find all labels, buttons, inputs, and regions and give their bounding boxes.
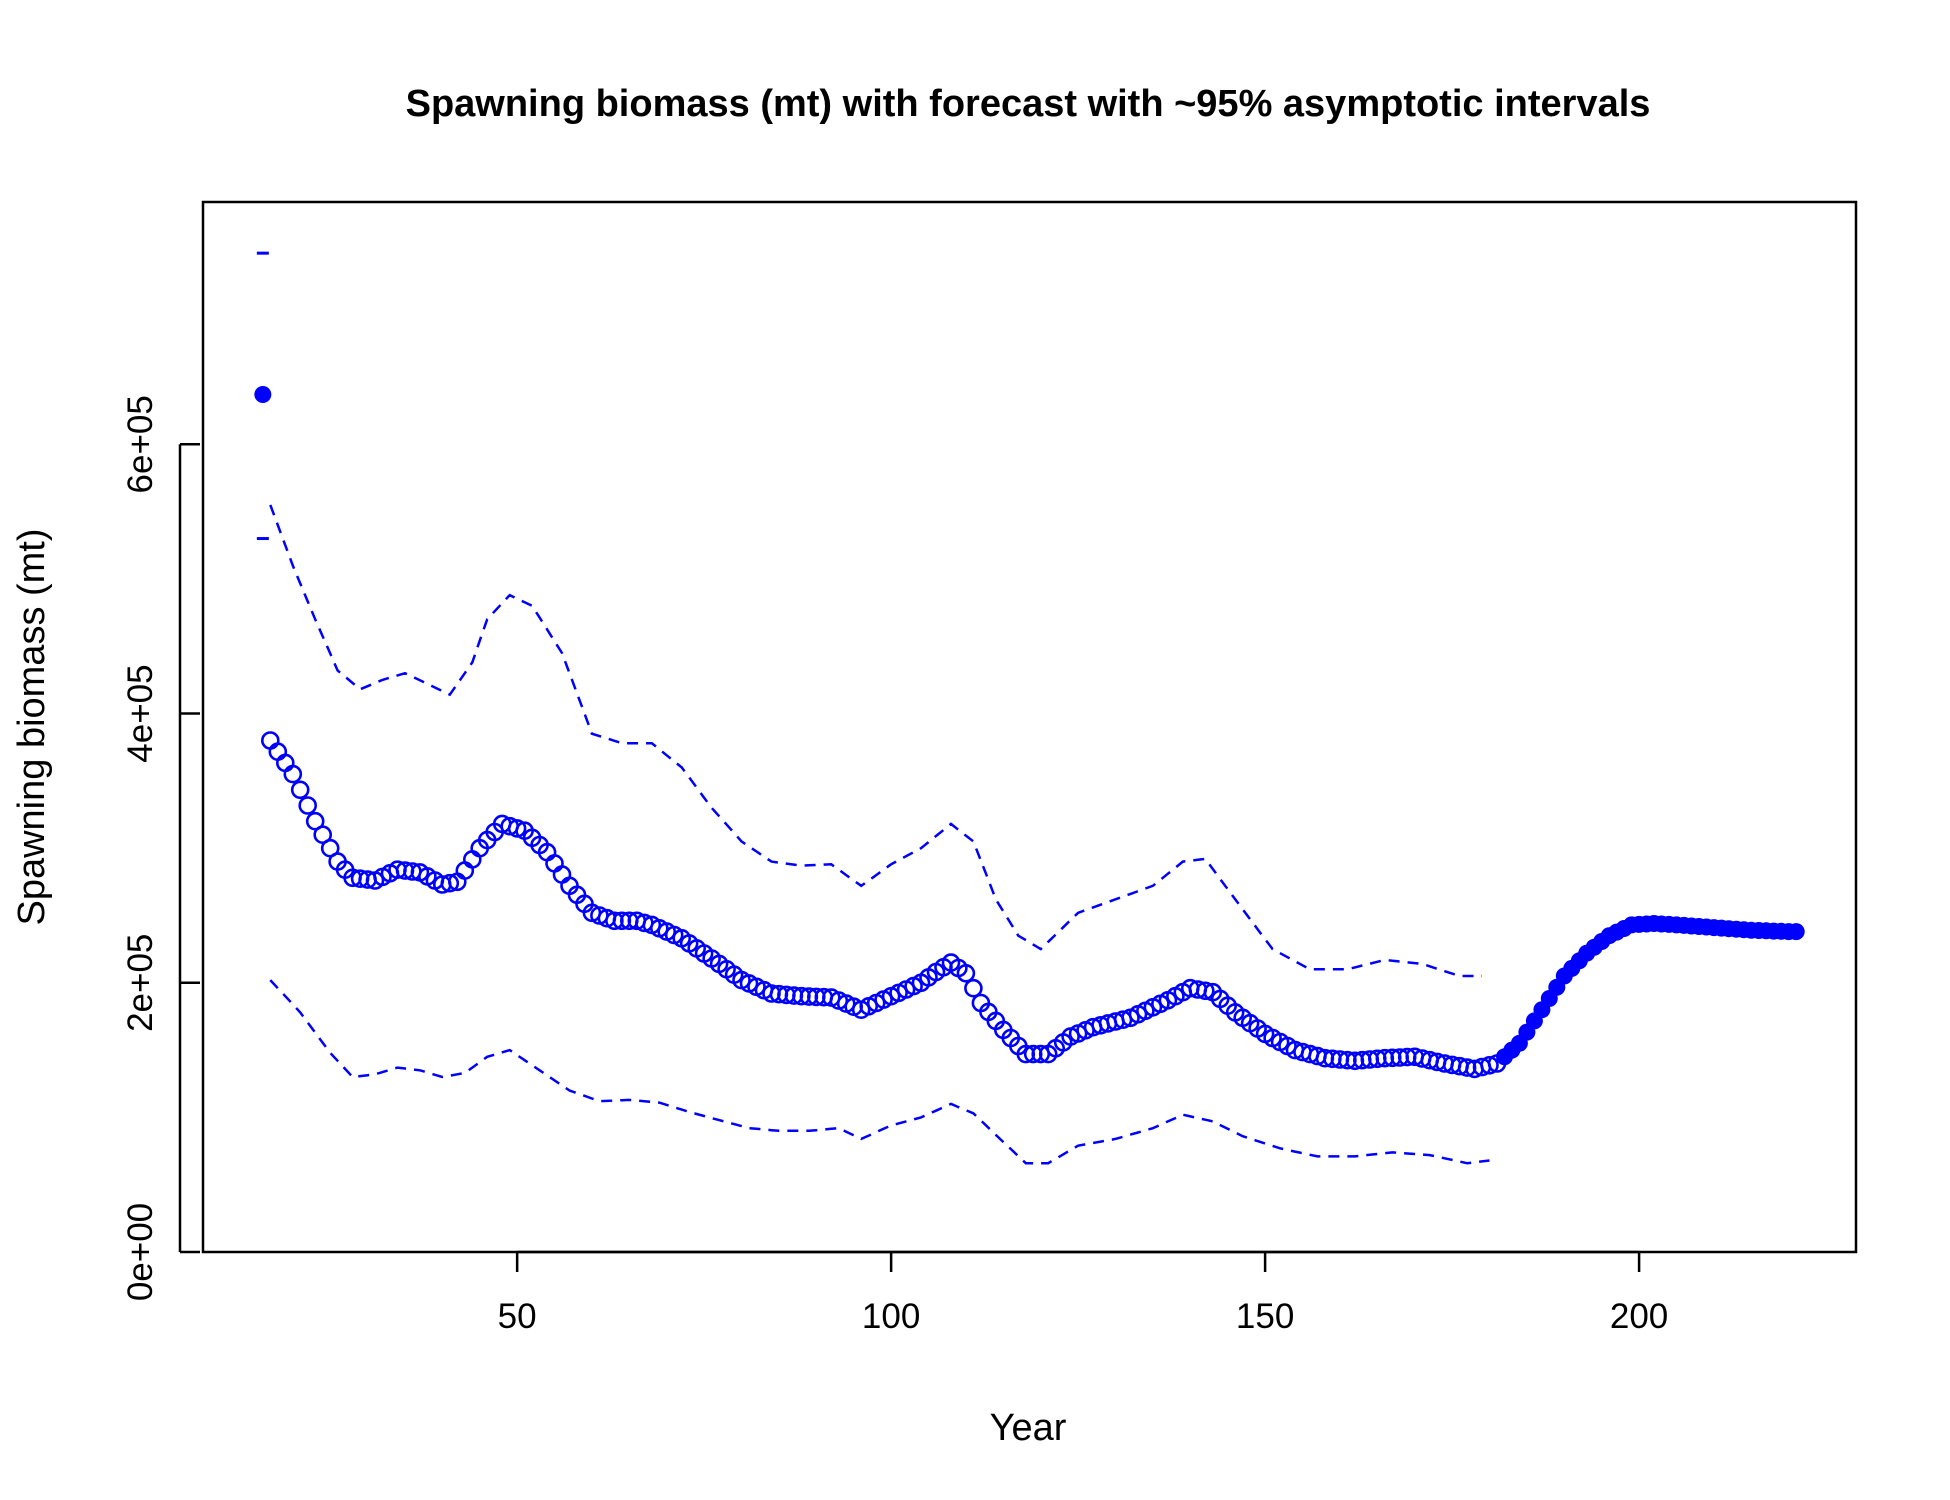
x-tick-label: 50 — [498, 1297, 537, 1336]
historical-point — [1196, 981, 1215, 1001]
historical-point — [305, 811, 325, 831]
historical-point — [313, 825, 333, 845]
historical-point — [440, 873, 460, 893]
upper-interval-line — [269, 504, 1482, 978]
y-tick-label: 0e+00 — [121, 1203, 160, 1301]
plot-frame — [201, 200, 1858, 1254]
axes: 50 100 150 200 0e+00 2e+05 4e+05 6e+05 — [121, 395, 1668, 1336]
y-tick-label: 2e+05 — [121, 934, 160, 1032]
x-axis-label: Year — [990, 1407, 1067, 1449]
biomass-points — [254, 386, 1805, 1079]
historical-point — [455, 861, 475, 880]
historical-point — [507, 819, 527, 838]
historical-point — [1480, 1056, 1499, 1075]
x-tick-label: 200 — [1610, 1297, 1668, 1336]
historical-point — [956, 963, 976, 983]
historical-point — [298, 796, 318, 815]
historical-point — [283, 764, 303, 784]
x-tick-label: 100 — [862, 1297, 920, 1336]
historical-point — [260, 731, 280, 750]
historical-point — [964, 978, 983, 998]
y-axis-label: Spawning biomass (mt) — [11, 528, 53, 925]
historical-point — [275, 753, 295, 773]
chart-title: Spawning biomass (mt) with forecast with… — [406, 83, 1651, 125]
y-tick-label: 4e+05 — [121, 664, 160, 762]
historical-point — [268, 742, 288, 762]
historical-point — [290, 780, 310, 800]
historical-point — [552, 865, 572, 884]
y-tick-label: 6e+05 — [121, 395, 160, 493]
forecast-point — [1787, 923, 1805, 941]
virgin-biomass-point — [254, 386, 272, 403]
lower-interval-line — [269, 979, 1490, 1165]
confidence-interval-lines — [256, 251, 1490, 1165]
x-tick-label: 150 — [1236, 1297, 1294, 1336]
